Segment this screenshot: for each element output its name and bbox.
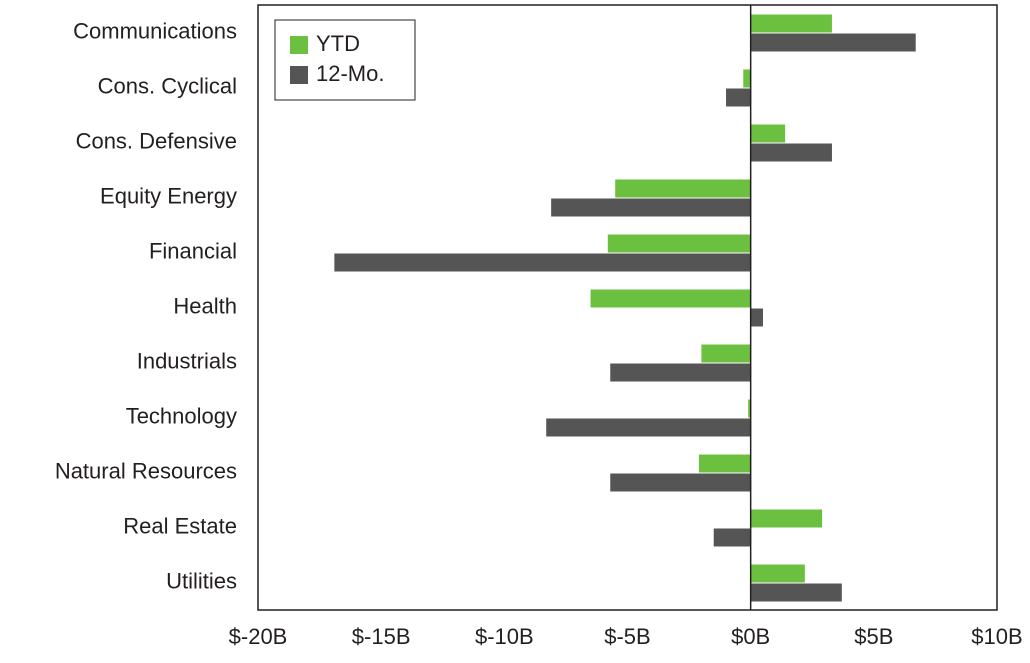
y-tick-label: Cons. Defensive [76,128,237,153]
x-tick-label: $-15B [352,624,411,649]
legend-box [274,19,416,101]
x-tick-label: $-10B [475,624,534,649]
bar [615,179,751,198]
y-tick-label: Real Estate [123,513,237,538]
bar [748,399,751,418]
y-tick-label: Industrials [137,348,237,373]
legend-swatch [290,66,308,84]
y-tick-label: Financial [149,238,237,263]
x-tick-label: $0B [731,624,770,649]
bar [701,344,751,363]
bar [590,289,751,308]
bar [750,14,832,33]
legend-label: YTD [316,31,360,56]
bar [713,528,751,547]
bar [750,308,763,327]
bar [750,564,805,583]
bar [750,33,916,52]
bar [610,473,751,492]
x-tick-label: $5B [854,624,893,649]
legend-swatch [290,36,308,54]
legend-label: 12-Mo. [316,61,384,86]
x-tick-label: $-5B [604,624,650,649]
bar [551,198,751,217]
bar [607,234,751,253]
x-tick-label: $-20B [229,624,288,649]
y-tick-label: Communications [73,18,237,43]
bar [334,253,751,272]
y-tick-label: Health [173,293,237,318]
bar [750,509,823,528]
y-tick-label: Natural Resources [55,458,237,483]
bar [750,143,832,162]
y-tick-label: Equity Energy [100,183,237,208]
x-tick-label: $10B [971,624,1022,649]
bar [610,363,751,382]
plot-frame [257,4,998,611]
bar [750,124,786,143]
bar [698,454,751,473]
y-tick-label: Cons. Cyclical [98,73,237,98]
bar [750,583,842,602]
bar [726,88,751,107]
bar [546,418,751,437]
bar [743,69,751,88]
y-tick-label: Technology [126,403,237,428]
y-tick-label: Utilities [166,568,237,593]
